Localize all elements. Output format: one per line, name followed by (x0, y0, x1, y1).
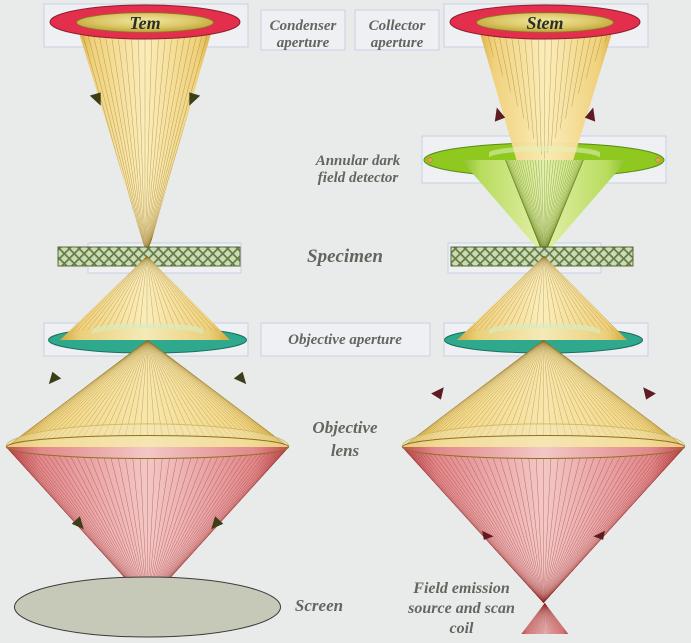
svg-text:Condenser: Condenser (270, 18, 337, 34)
svg-text:Screen: Screen (295, 596, 343, 615)
svg-text:aperture: aperture (371, 35, 424, 51)
svg-text:field detector: field detector (318, 170, 399, 186)
svg-text:aperture: aperture (277, 35, 330, 51)
svg-text:Annular dark: Annular dark (315, 153, 401, 169)
svg-text:Objective: Objective (312, 418, 378, 437)
svg-text:source and scan: source and scan (407, 600, 515, 617)
svg-text:Stem: Stem (526, 13, 563, 33)
svg-text:coil: coil (450, 620, 475, 637)
svg-text:Objective aperture: Objective aperture (288, 332, 402, 348)
svg-text:lens: lens (331, 441, 360, 460)
svg-text:Collector: Collector (369, 18, 426, 34)
svg-text:Field emission: Field emission (412, 580, 510, 597)
svg-text:Tem: Tem (129, 13, 160, 33)
svg-text:Specimen: Specimen (307, 246, 383, 267)
